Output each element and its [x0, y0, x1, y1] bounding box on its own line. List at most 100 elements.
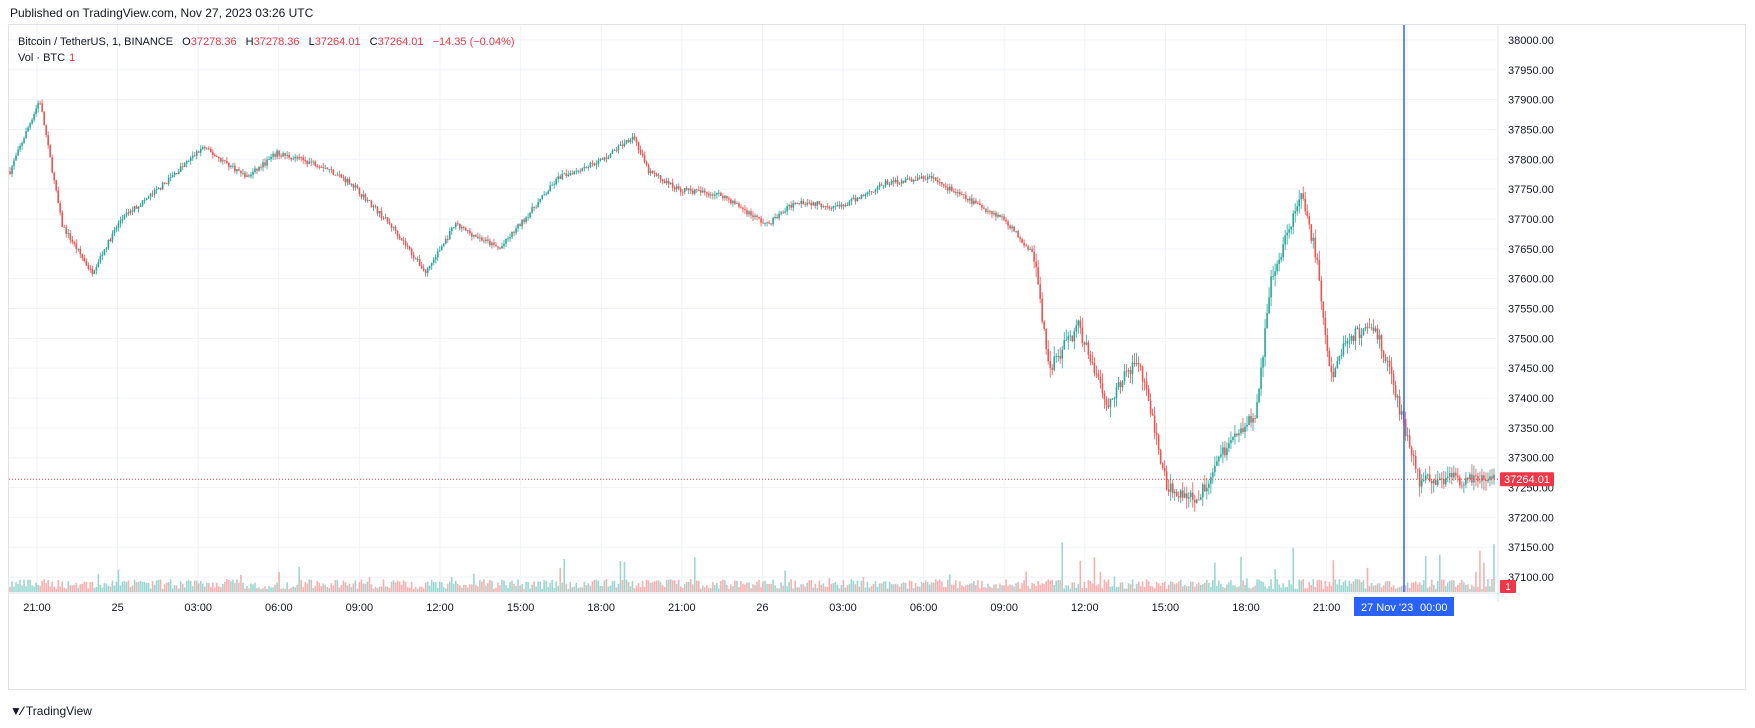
candle-body [145, 198, 148, 201]
candle-body [561, 173, 564, 179]
candle-body [232, 165, 234, 167]
candle-body [896, 179, 899, 184]
candle-body [742, 207, 744, 210]
candle-body [318, 166, 321, 168]
volume-bar [872, 583, 875, 592]
symbol-label[interactable]: Bitcoin / TetherUS, 1, BINANCE [18, 36, 174, 48]
volume-bar [459, 585, 461, 592]
volume-bar [9, 586, 11, 592]
volume-bar [816, 588, 819, 592]
candle-body [252, 172, 254, 175]
candle-body [199, 148, 202, 153]
volume-bar [585, 585, 588, 592]
volume-bar [1047, 579, 1049, 592]
volume-bar [332, 585, 335, 592]
volume-bar [312, 588, 315, 592]
volume-bar [633, 588, 636, 592]
candle-body [609, 153, 612, 158]
footer-brand[interactable]: ▼⁄ TradingView [10, 704, 92, 718]
volume-bar [1457, 584, 1459, 592]
candle-body [53, 172, 55, 181]
candle-body [824, 206, 827, 207]
volume-bar [509, 582, 511, 592]
candle-body [55, 180, 57, 191]
volume-bar [1179, 579, 1182, 592]
candle-body [1093, 362, 1096, 374]
volume-bar [161, 588, 164, 592]
candle-body [573, 171, 576, 175]
candle-body [1183, 493, 1186, 498]
candle-body [748, 211, 750, 215]
candle-body [97, 262, 100, 267]
candle-body [766, 222, 768, 224]
candle-body [119, 220, 122, 224]
candle-body [430, 262, 433, 266]
candle-body [1027, 246, 1029, 250]
candle-body [1272, 276, 1274, 277]
candle-body [151, 193, 154, 195]
volume-bar [1045, 581, 1047, 592]
candle-body [230, 165, 232, 167]
volume-bar [288, 588, 290, 592]
volume-bar [392, 580, 395, 592]
candle-body [808, 202, 811, 204]
candle-body [1340, 355, 1343, 357]
candle-body [1232, 437, 1234, 441]
last-price-tag [1500, 472, 1554, 487]
volume-bar [1400, 585, 1403, 592]
volume-bar [292, 586, 294, 592]
volume-bar [659, 582, 662, 592]
volume-bar [535, 586, 537, 592]
candle-body [629, 140, 632, 142]
volume-bar [302, 587, 304, 592]
volume-bar [856, 580, 859, 592]
volume-label[interactable]: Vol · BTC [18, 52, 66, 64]
volume-bar [1465, 584, 1467, 592]
candle-body [663, 180, 666, 184]
volume-bar [250, 583, 252, 592]
candle-body [822, 206, 825, 207]
volume-bar [127, 580, 130, 592]
candle-body [491, 242, 493, 246]
candle-body [537, 201, 539, 208]
candle-body [1258, 388, 1260, 403]
volume-bar [1059, 580, 1062, 592]
candle-body [1053, 356, 1056, 370]
volume-bar [452, 583, 455, 592]
volume-bar [107, 585, 110, 592]
candle-body [149, 193, 152, 197]
candle-body [812, 202, 815, 206]
candle-body [471, 233, 473, 237]
candle-body [1262, 356, 1264, 368]
volume-bar [420, 586, 423, 592]
y-tick-label: 37500.00 [1508, 333, 1554, 345]
candle-body [657, 175, 660, 177]
volume-bar [1396, 587, 1399, 592]
volume-bar [382, 579, 385, 592]
candle-body [1214, 465, 1216, 473]
candle-body [722, 195, 724, 199]
volume-bar [177, 588, 180, 592]
candle-body [290, 157, 292, 160]
candle-body [1206, 487, 1208, 492]
volume-bar [1487, 579, 1489, 592]
candle-body [1135, 363, 1138, 364]
candle-body [912, 180, 915, 182]
volume-bar [718, 588, 720, 592]
volume-bar [125, 581, 128, 592]
volume-bar [752, 584, 754, 592]
candle-body [348, 178, 351, 185]
volume-bar [224, 581, 226, 592]
volume-bar [1131, 579, 1134, 592]
volume-bar [1306, 588, 1309, 592]
brand-label: TradingView [25, 704, 92, 718]
candle-body [866, 192, 869, 195]
volume-bar [734, 580, 736, 592]
candle-body [860, 195, 863, 199]
volume-bar [1422, 580, 1425, 592]
volume-bar [645, 579, 648, 592]
volume-bar [920, 582, 923, 592]
candle-body [1045, 328, 1047, 350]
candle-body [115, 227, 118, 230]
